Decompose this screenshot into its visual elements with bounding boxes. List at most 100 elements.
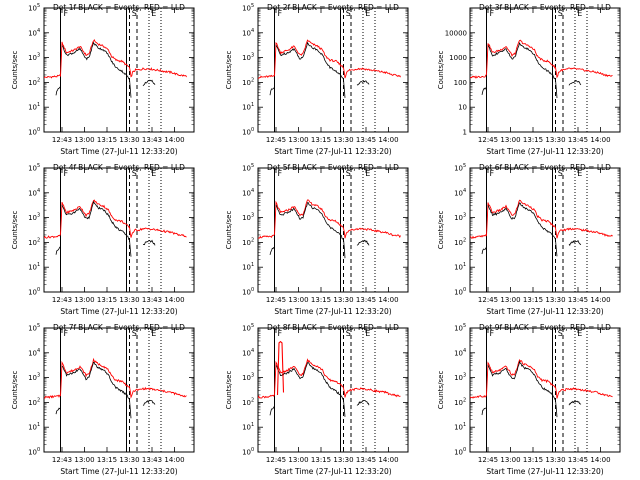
- marker-label-f: F: [278, 329, 283, 338]
- events-series-line: [55, 246, 61, 255]
- x-tick-label: 13:30: [545, 136, 565, 144]
- marker-label-s: S: [132, 329, 137, 338]
- plot-frame: [257, 167, 409, 293]
- y-tick-exponent: 2: [251, 237, 254, 243]
- marker-label-f: F: [278, 169, 283, 178]
- x-tick-label: 13:00: [74, 296, 94, 304]
- lld-series-line: [44, 199, 187, 239]
- y-tick-exponent: 0: [463, 447, 466, 453]
- y-tick-exponent: 3: [251, 213, 254, 219]
- y-tick-exponent: 2: [37, 397, 40, 403]
- x-axis-label: Start Time (27-Jul-11 12:33:20): [60, 467, 177, 476]
- y-tick-exponent: 0: [251, 287, 254, 293]
- events-series-line: [568, 80, 582, 86]
- events-series-line: [487, 42, 558, 99]
- x-tick-label: 12:45: [478, 296, 498, 304]
- x-tick-label: 14:00: [590, 456, 610, 464]
- y-tick-exponent: 2: [463, 237, 466, 243]
- y-tick-label: 10: [242, 104, 251, 112]
- marker-label-e: E: [577, 169, 582, 178]
- events-series-line: [481, 247, 487, 255]
- x-tick-label: 13:45: [568, 296, 588, 304]
- y-tick-label: 10: [454, 165, 463, 173]
- x-tick-label: 14:00: [378, 136, 398, 144]
- x-tick-label: 13:30: [333, 296, 353, 304]
- y-tick-exponent: 5: [37, 323, 40, 329]
- marker-label-s: S: [558, 9, 563, 18]
- events-series-line: [269, 406, 275, 416]
- y-tick-exponent: 1: [37, 422, 40, 428]
- y-tick-label: 10: [458, 104, 467, 112]
- detector-panel-8: Det 8f-BLACK = Events, RED = LLD Counts/s…: [225, 323, 409, 476]
- y-tick-exponent: 1: [463, 422, 466, 428]
- y-tick-label: 10: [242, 399, 251, 407]
- y-tick-label: 100: [454, 79, 467, 87]
- detector-panel-1: Det 1f-BLACK = Events, RED = LLD Counts/s…: [11, 3, 195, 156]
- y-tick-exponent: 4: [37, 348, 40, 354]
- y-tick-label: 10: [28, 79, 37, 87]
- y-tick-label: 10: [454, 449, 463, 457]
- y-tick-label: 10: [28, 424, 37, 432]
- events-series-line: [356, 239, 370, 246]
- events-series-line: [269, 87, 275, 96]
- marker-label-e: E: [151, 329, 156, 338]
- x-tick-label: 13:00: [500, 456, 520, 464]
- y-tick-label: 10: [454, 189, 463, 197]
- panel-title: Det 5f-BLACK = Events, RED = LLD: [267, 163, 399, 172]
- detector-panel-9: Det 9f-BLACK = Events, RED = LLD Counts/s…: [437, 323, 621, 476]
- x-tick-label: 12:45: [266, 296, 286, 304]
- y-tick-label: 10: [242, 79, 251, 87]
- y-axis-label: Counts/sec: [11, 371, 19, 410]
- x-tick-label: 13:00: [500, 296, 520, 304]
- x-tick-label: 13:15: [311, 136, 331, 144]
- y-tick-label: 10: [28, 374, 37, 382]
- plot-frame: [469, 327, 621, 453]
- y-axis-label: Counts/sec: [225, 51, 233, 90]
- y-tick-exponent: 4: [463, 348, 466, 354]
- x-tick-label: 13:43: [142, 296, 162, 304]
- x-tick-label: 13:30: [119, 296, 139, 304]
- marker-label-s: S: [132, 9, 137, 18]
- y-tick-exponent: 1: [251, 422, 254, 428]
- x-axis-label: Start Time (27-Jul-11 12:33:20): [60, 307, 177, 316]
- x-tick-label: 13:15: [523, 296, 543, 304]
- y-tick-exponent: 3: [463, 213, 466, 219]
- events-series-line: [487, 202, 558, 257]
- y-tick-exponent: 5: [251, 163, 254, 169]
- x-tick-label: 12:45: [266, 456, 286, 464]
- lld-series-line: [470, 39, 613, 79]
- y-tick-exponent: 5: [463, 163, 466, 169]
- x-tick-label: 14:00: [378, 296, 398, 304]
- y-tick-exponent: 3: [37, 373, 40, 379]
- y-tick-exponent: 3: [251, 53, 254, 59]
- x-axis-label: Start Time (27-Jul-11 12:33:20): [274, 147, 391, 156]
- y-tick-exponent: 2: [251, 397, 254, 403]
- y-tick-label: 10: [28, 165, 37, 173]
- x-tick-label: 13:30: [333, 136, 353, 144]
- y-tick-label: 10: [242, 214, 251, 222]
- y-tick-label: 10: [28, 449, 37, 457]
- lld-series-line: [44, 357, 187, 399]
- plot-frame: [257, 327, 409, 453]
- y-axis-label: Counts/sec: [11, 51, 19, 90]
- marker-label-s: S: [346, 329, 351, 338]
- marker-label-s: S: [132, 169, 137, 178]
- events-series-line: [61, 200, 132, 257]
- y-tick-label: 10: [242, 189, 251, 197]
- panel-title: Det 4f-BLACK = Events, RED = LLD: [53, 163, 185, 172]
- y-tick-exponent: 2: [463, 397, 466, 403]
- y-tick-exponent: 4: [37, 28, 40, 34]
- x-tick-label: 14:00: [164, 296, 184, 304]
- y-axis-label: Counts/sec: [437, 211, 445, 250]
- y-tick-exponent: 2: [37, 77, 40, 83]
- y-tick-label: 10: [454, 264, 463, 272]
- y-tick-label: 10: [242, 449, 251, 457]
- y-tick-label: 10: [454, 239, 463, 247]
- y-axis-label: Counts/sec: [437, 51, 445, 90]
- marker-label-e: E: [365, 329, 370, 338]
- panel-title: Det 7f-BLACK = Events, RED = LLD: [53, 323, 185, 332]
- y-tick-exponent: 5: [463, 323, 466, 329]
- marker-label-f: F: [64, 169, 69, 178]
- lld-series-line: [258, 39, 401, 79]
